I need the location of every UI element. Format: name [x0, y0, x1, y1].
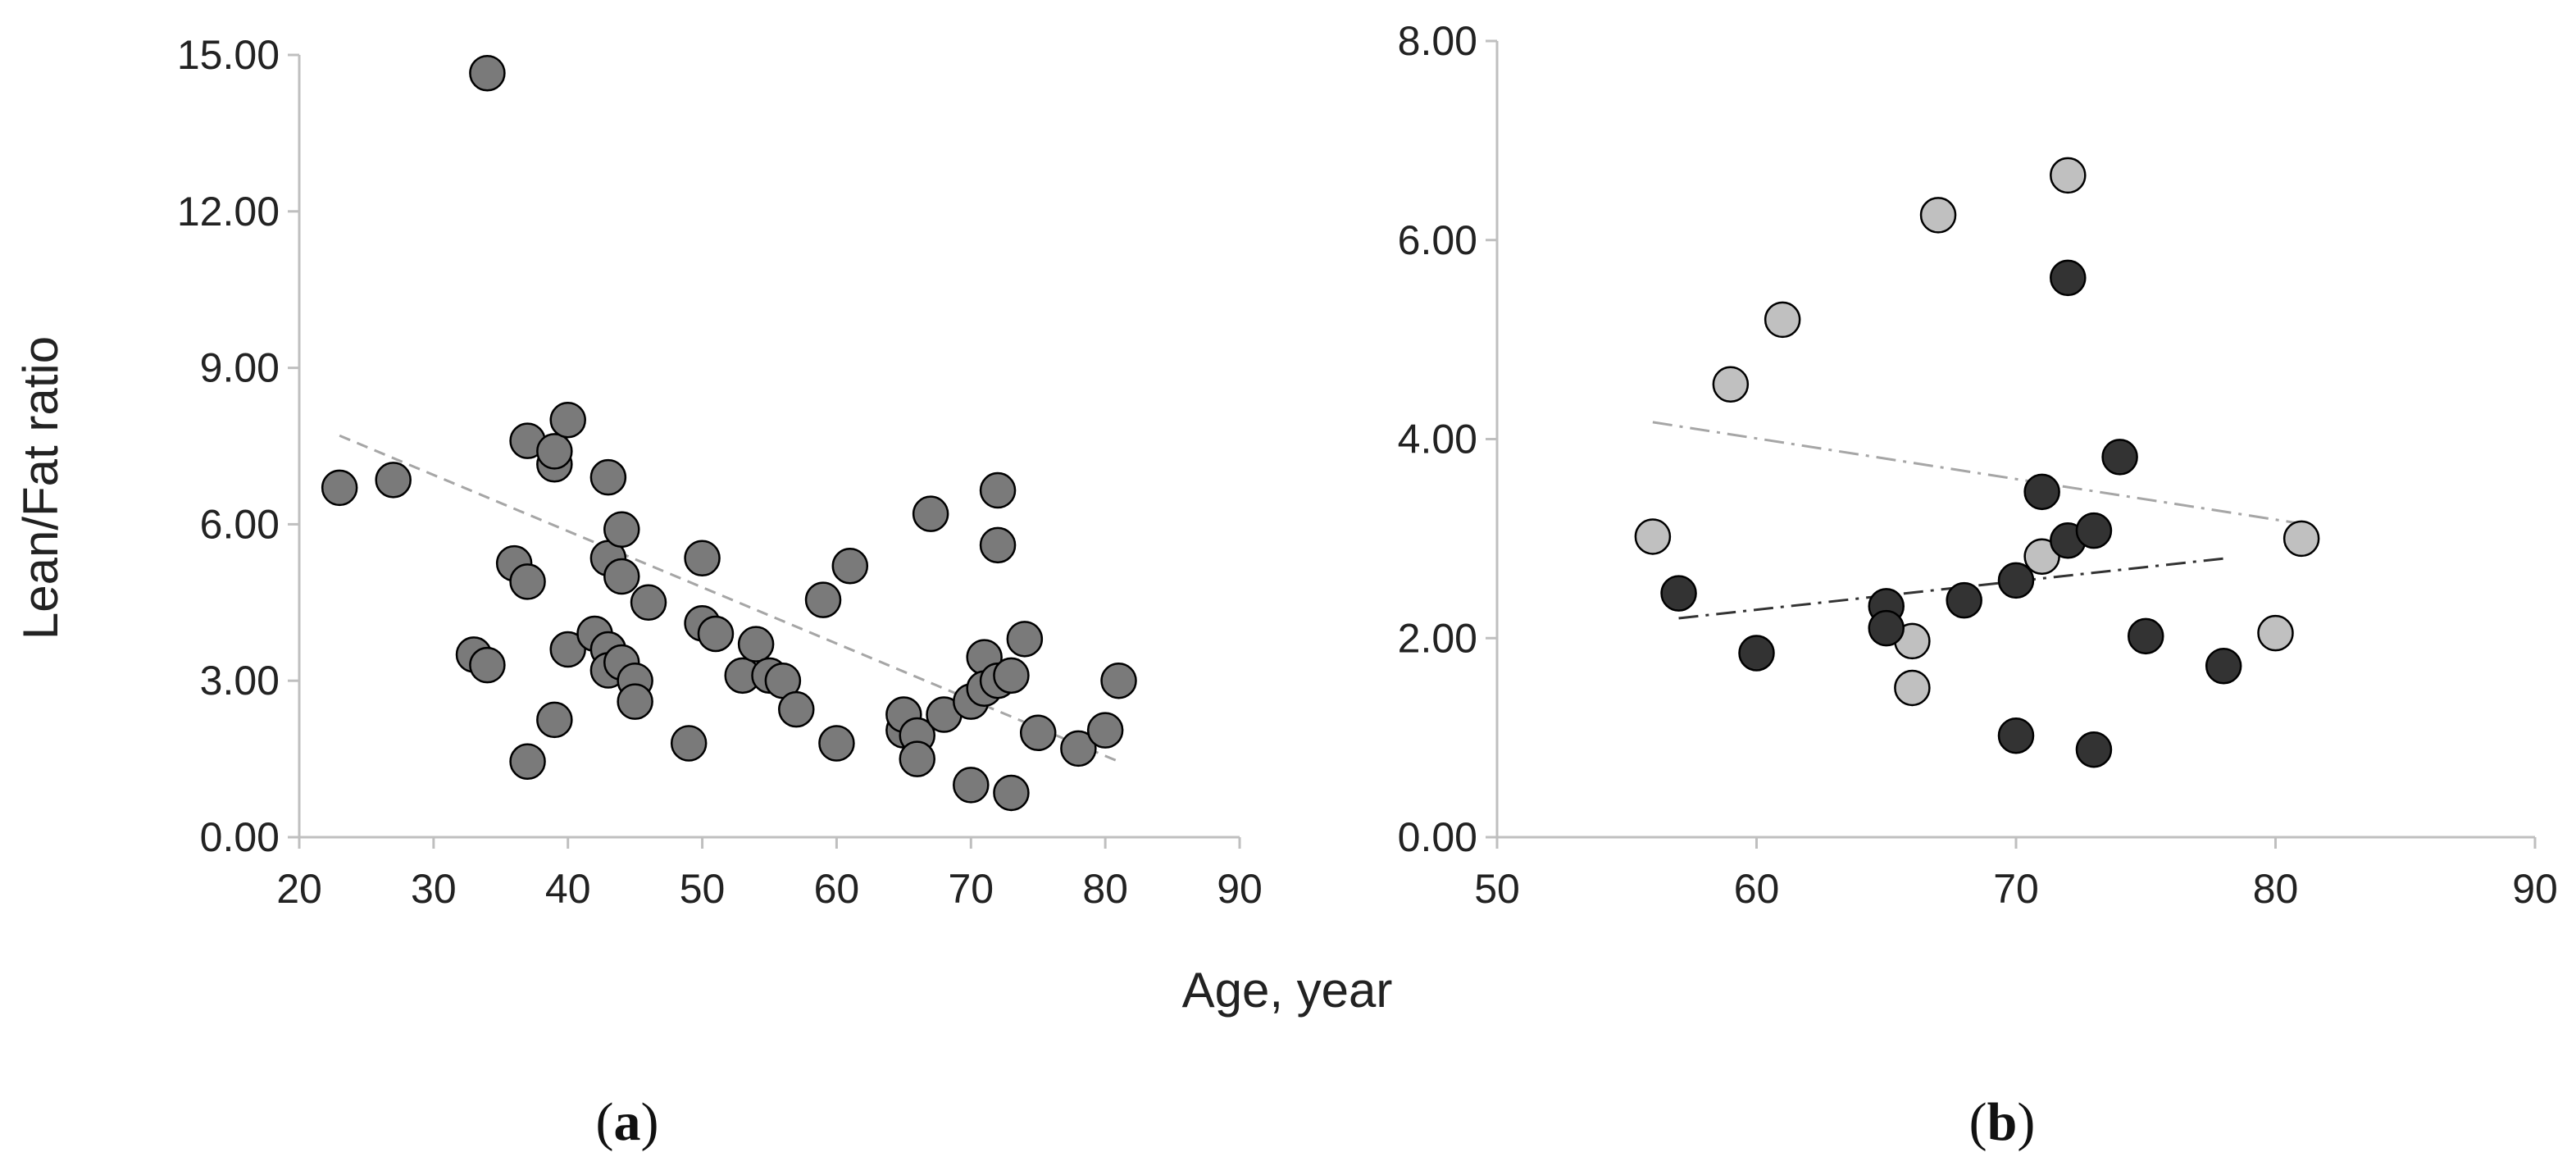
panel-a-chart: 20 30 40 50 60 70 80 90 0.00 3.00 6.00 9.00 12.00 15.…: [177, 32, 1263, 912]
data-point-a-s0-1: [375, 462, 412, 499]
panel-b-chart: 50 60 70 80 90 0.00 2.00 4.00 6.00 8.00: [1398, 18, 2558, 912]
panel-label-a-letter: a: [614, 1092, 641, 1152]
panel-label-a: (a): [596, 1092, 659, 1152]
data-point-a-s0-13: [549, 631, 586, 668]
data-point-a-s0-41: [912, 495, 949, 532]
data-point-b-s1-14: [2205, 647, 2242, 685]
y-axis-title: Lean/Fat ratio: [13, 336, 68, 640]
panel-label-b: (b): [1969, 1092, 2036, 1152]
y-tick-label-b-3: 6.00: [1398, 217, 1477, 263]
data-point-b-s0-2: [1764, 301, 1801, 339]
data-point-a-s0-11: [536, 701, 573, 739]
y-tick-label-b-4: 8.00: [1398, 18, 1477, 64]
data-point-a-s0-10: [536, 433, 573, 470]
data-point-a-s0-44: [953, 767, 990, 804]
data-point-b-s1-4: [1946, 581, 1982, 619]
y-tick-label-a-1: 3.00: [200, 658, 280, 704]
data-point-a-s0-53: [1019, 714, 1057, 752]
x-tick-label-a-2: 40: [545, 866, 591, 912]
data-point-b-s1-13: [2128, 617, 2164, 655]
data-point-b-s1-6: [1997, 717, 2035, 754]
data-point-a-s0-23: [617, 683, 653, 720]
x-tick-label-a-1: 30: [411, 866, 457, 912]
x-tick-label-b-0: 50: [1474, 866, 1520, 912]
data-point-a-s0-4: [469, 646, 506, 684]
y-tick-label-b-1: 2.00: [1398, 615, 1477, 661]
y-tick-label-b-2: 4.00: [1398, 417, 1477, 462]
x-tick-label-a-4: 60: [814, 866, 860, 912]
data-point-b-s0-4: [1894, 669, 1931, 707]
x-tick-label-a-5: 70: [948, 866, 994, 912]
data-point-a-s0-36: [831, 548, 869, 585]
x-tick-label-a-6: 80: [1082, 866, 1128, 912]
data-point-b-s0-8: [2257, 614, 2294, 652]
data-point-b-s1-7: [2023, 473, 2060, 511]
data-point-a-s0-33: [778, 690, 815, 728]
data-point-a-s0-47: [979, 471, 1017, 509]
data-point-a-s0-15: [589, 458, 627, 496]
data-point-b-s1-12: [2101, 439, 2138, 476]
data-point-b-s0-9: [2282, 520, 2320, 558]
data-point-a-s0-50: [993, 657, 1030, 695]
data-point-b-s0-5: [1919, 197, 1957, 234]
data-point-a-s0-28: [697, 615, 735, 653]
data-point-a-s0-30: [737, 626, 775, 663]
y-tick-label-a-2: 6.00: [200, 501, 280, 547]
data-point-b-s1-3: [1868, 609, 1905, 647]
trendline-a-0: [339, 434, 1120, 763]
data-point-b-s0-7: [2050, 157, 2087, 194]
y-tick-label-a-0: 0.00: [200, 814, 280, 860]
data-point-a-s0-48: [979, 526, 1017, 564]
data-point-a-s0-56: [1100, 662, 1137, 699]
y-tick-label-a-4: 12.00: [177, 189, 280, 235]
data-point-a-s0-19: [603, 511, 640, 549]
data-point-b-s0-1: [1712, 366, 1750, 403]
y-tick-label-a-5: 15.00: [177, 32, 280, 78]
x-tick-label-b-1: 60: [1734, 866, 1780, 912]
data-point-b-s0-0: [1634, 518, 1672, 555]
data-point-a-s0-34: [804, 581, 842, 618]
trendline-b-0: [1652, 421, 2302, 526]
data-point-b-s1-11: [2075, 731, 2113, 768]
data-point-b-s1-5: [1997, 562, 2035, 599]
data-point-a-s0-3: [469, 55, 506, 92]
data-point-a-s0-0: [321, 469, 358, 507]
data-point-a-s0-40: [899, 740, 935, 777]
data-point-a-s0-35: [818, 725, 855, 762]
data-point-b-s1-1: [1738, 635, 1775, 672]
data-point-b-s1-10: [2075, 512, 2113, 549]
data-point-a-s0-20: [603, 558, 640, 595]
data-point-a-s0-26: [684, 540, 721, 576]
y-tick-label-a-3: 9.00: [200, 345, 280, 391]
data-point-a-s0-51: [993, 774, 1030, 812]
x-tick-label-b-3: 80: [2253, 866, 2299, 912]
x-tick-label-a-0: 20: [276, 866, 322, 912]
data-point-a-s0-12: [549, 401, 586, 439]
x-axis-title: Age, year: [1182, 963, 1393, 1018]
y-tick-label-b-0: 0.00: [1398, 814, 1477, 860]
data-point-a-s0-7: [509, 563, 546, 600]
data-point-b-s1-0: [1660, 575, 1697, 612]
x-tick-label-b-2: 70: [1993, 866, 2039, 912]
x-tick-label-b-4: 90: [2512, 866, 2558, 912]
data-point-b-s1-8: [2050, 259, 2087, 297]
x-tick-label-a-7: 90: [1217, 866, 1263, 912]
data-point-a-s0-52: [1006, 621, 1044, 658]
data-point-a-s0-54: [1060, 730, 1097, 767]
data-point-a-s0-55: [1086, 712, 1124, 749]
data-point-a-s0-24: [630, 584, 667, 622]
x-tick-label-a-3: 50: [680, 866, 726, 912]
data-point-a-s0-25: [670, 725, 708, 762]
panel-label-b-letter: b: [1987, 1092, 2018, 1152]
data-point-a-s0-8: [509, 743, 546, 781]
